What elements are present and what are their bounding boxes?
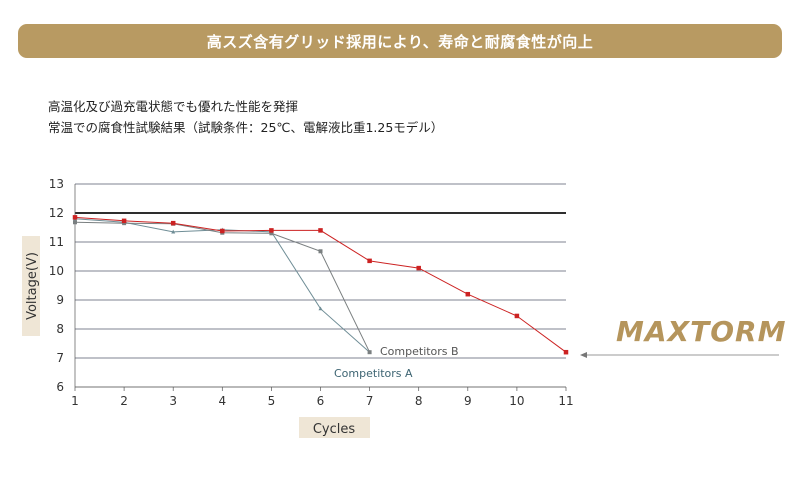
y-axis-label-background xyxy=(22,236,40,336)
point-maxtorm-3 xyxy=(170,220,176,226)
y-tick-7: 7 xyxy=(56,351,64,365)
point-competitors-a-3 xyxy=(171,229,176,234)
point-competitors-a-6 xyxy=(318,306,323,311)
annotation-competitors-b: Competitors B xyxy=(380,345,459,358)
point-competitors-b-2 xyxy=(122,221,127,226)
arrow-head xyxy=(580,352,587,358)
subtitle-line-1: 高温化及び過充電状態でも優れた性能を発揮 xyxy=(48,99,299,114)
x-tick-2: 2 xyxy=(120,394,128,408)
y-tick-6: 6 xyxy=(56,380,64,394)
maxtorm-logo: MAXTORM xyxy=(616,315,787,348)
point-maxtorm-7 xyxy=(367,258,372,264)
x-axis-label-background xyxy=(299,417,370,438)
point-maxtorm-9 xyxy=(465,291,471,297)
point-maxtorm-2 xyxy=(121,218,127,224)
y-tick-13: 13 xyxy=(49,177,64,191)
x-tick-1: 1 xyxy=(71,394,79,408)
y-tick-labels: 6 7 8 9 10 11 12 13 xyxy=(49,177,64,394)
x-tick-6: 6 xyxy=(317,394,325,408)
point-maxtorm-1 xyxy=(72,215,78,220)
x-tick-3: 3 xyxy=(169,394,177,408)
subtitle-line-2: 常温での腐食性試験結果（試験条件：25℃、電解液比重1.25モデル） xyxy=(48,120,444,135)
x-tick-5: 5 xyxy=(268,394,276,408)
banner-title: 高スズ含有グリッド採用により、寿命と耐腐食性が向上 xyxy=(206,32,594,51)
y-tick-8: 8 xyxy=(56,322,64,336)
arrow-to-brand xyxy=(580,352,779,358)
point-maxtorm-4 xyxy=(220,228,225,234)
x-tick-11: 11 xyxy=(558,394,573,408)
x-tick-8: 8 xyxy=(415,394,423,408)
point-maxtorm-5 xyxy=(269,228,274,233)
point-competitors-b-5 xyxy=(269,231,274,236)
point-competitors-b-7 xyxy=(367,350,372,355)
y-tick-11: 11 xyxy=(49,235,64,249)
x-axis-label: Cycles xyxy=(313,422,356,437)
point-maxtorm-10 xyxy=(514,313,520,319)
y-axis-label: Voltage(V) xyxy=(25,252,40,320)
y-tick-9: 9 xyxy=(56,293,64,307)
point-maxtorm-8 xyxy=(416,265,421,271)
x-tick-4: 4 xyxy=(218,394,226,408)
point-maxtorm-11 xyxy=(563,349,569,355)
y-tick-12: 12 xyxy=(49,206,64,220)
x-tick-9: 9 xyxy=(464,394,472,408)
x-tick-7: 7 xyxy=(366,394,374,408)
chart-grid xyxy=(74,183,567,391)
series-line-maxtorm xyxy=(74,216,567,353)
point-competitors-b-6 xyxy=(318,249,323,254)
annotation-competitors-a: Competitors A xyxy=(334,367,413,380)
x-tick-10: 10 xyxy=(509,394,524,408)
y-tick-10: 10 xyxy=(49,264,64,278)
x-tick-labels: 1 2 3 4 5 6 7 8 9 10 11 xyxy=(71,394,573,408)
series-line-competitors-a xyxy=(74,218,370,353)
header-banner: 高スズ含有グリッド採用により、寿命と耐腐食性が向上 xyxy=(18,24,782,58)
chart-series xyxy=(72,215,569,355)
point-maxtorm-6 xyxy=(318,228,323,233)
point-competitors-b-1 xyxy=(73,220,77,225)
